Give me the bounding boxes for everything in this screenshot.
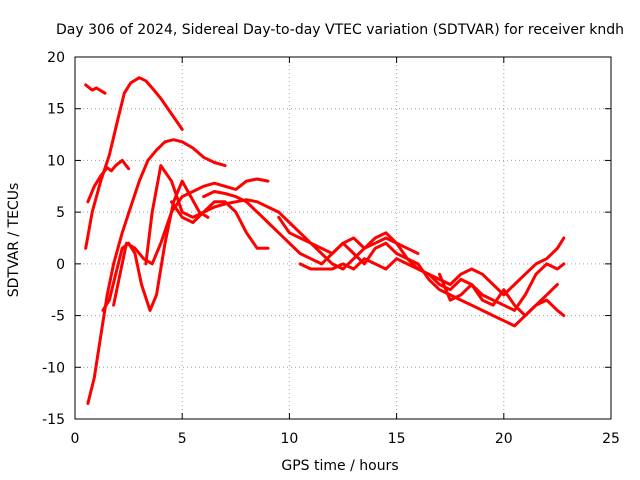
y-tick-label: 5 <box>56 205 65 221</box>
ticks: 0 5 10 15 20 25 -15 -10 -5 0 5 10 15 20 <box>42 50 620 447</box>
x-tick-label: 20 <box>495 431 513 447</box>
y-tick-label: -15 <box>42 412 65 428</box>
x-tick-label: 25 <box>602 431 620 447</box>
series-line-s6 <box>112 177 270 307</box>
y-tick-label: -5 <box>51 309 65 325</box>
y-tick-label: 15 <box>47 102 65 118</box>
series-line-s5 <box>101 179 210 312</box>
y-tick-label: 20 <box>47 50 65 66</box>
x-axis-label: GPS time / hours <box>281 458 398 474</box>
series-line-s7 <box>144 164 420 266</box>
series-line-s1 <box>84 83 107 95</box>
series-line-s9 <box>202 190 559 328</box>
y-tick-label: 10 <box>47 153 65 169</box>
x-tick-label: 15 <box>388 431 406 447</box>
chart-title: Day 306 of 2024, Sidereal Day-to-day VTE… <box>56 22 624 38</box>
series-line-s11 <box>298 257 566 312</box>
plot-frame <box>74 56 612 420</box>
x-tick-label: 10 <box>280 431 298 447</box>
series-line-s12 <box>438 272 566 318</box>
x-tick-label: 5 <box>178 431 187 447</box>
x-tick-label: 0 <box>71 431 80 447</box>
y-tick-label: -10 <box>42 360 65 376</box>
y-tick-label: 0 <box>56 257 65 273</box>
series-line-s8 <box>170 200 270 250</box>
y-axis-label: SDTVAR / TECUs <box>6 183 22 298</box>
series-line-s3 <box>84 76 184 250</box>
series-layer <box>84 76 566 405</box>
series-line-s2 <box>86 158 131 204</box>
